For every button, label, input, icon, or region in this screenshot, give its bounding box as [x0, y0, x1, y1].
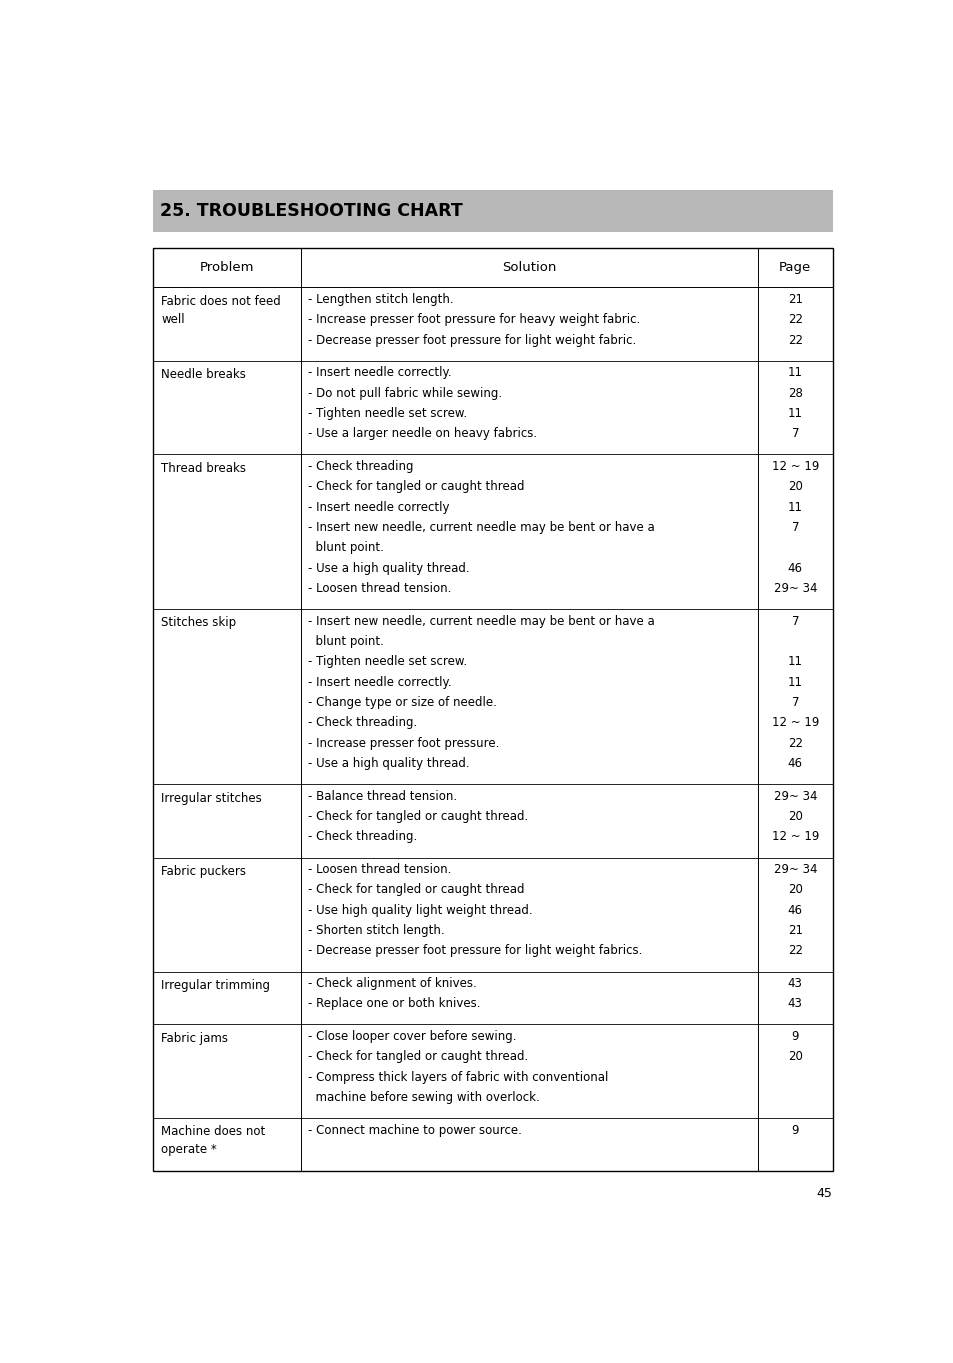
Text: - Insert needle correctly.: - Insert needle correctly.	[308, 676, 452, 688]
Text: - Change type or size of needle.: - Change type or size of needle.	[308, 696, 497, 709]
Text: - Decrease presser foot pressure for light weight fabrics.: - Decrease presser foot pressure for lig…	[308, 945, 642, 957]
Text: - Check threading.: - Check threading.	[308, 830, 417, 844]
Text: 20: 20	[787, 480, 801, 493]
Text: 22: 22	[787, 945, 802, 957]
Text: 7: 7	[791, 615, 799, 627]
Text: blunt point.: blunt point.	[308, 541, 384, 555]
Bar	[152, 248, 832, 1171]
Text: 29~ 34: 29~ 34	[773, 863, 816, 876]
Text: blunt point.: blunt point.	[308, 635, 384, 647]
Text: - Do not pull fabric while sewing.: - Do not pull fabric while sewing.	[308, 387, 502, 399]
Text: - Decrease presser foot pressure for light weight fabric.: - Decrease presser foot pressure for lig…	[308, 334, 636, 346]
Text: 22: 22	[787, 737, 802, 750]
Text: - Increase presser foot pressure.: - Increase presser foot pressure.	[308, 737, 499, 750]
Text: - Close looper cover before sewing.: - Close looper cover before sewing.	[308, 1030, 517, 1043]
Text: 11: 11	[787, 676, 802, 688]
Text: 11: 11	[787, 500, 802, 514]
Text: 12 ~ 19: 12 ~ 19	[771, 717, 818, 729]
Text: - Loosen thread tension.: - Loosen thread tension.	[308, 582, 451, 596]
Text: 7: 7	[791, 427, 799, 440]
Text: - Check threading.: - Check threading.	[308, 717, 417, 729]
Text: 7: 7	[791, 521, 799, 534]
Text: - Shorten stitch length.: - Shorten stitch length.	[308, 924, 444, 938]
Text: 22: 22	[787, 334, 802, 346]
Text: - Increase presser foot pressure for heavy weight fabric.: - Increase presser foot pressure for hea…	[308, 313, 639, 326]
Text: 46: 46	[787, 904, 802, 917]
Text: - Tighten needle set screw.: - Tighten needle set screw.	[308, 408, 467, 420]
Text: Problem: Problem	[199, 260, 253, 274]
Text: Stitches skip: Stitches skip	[161, 616, 236, 630]
Text: 29~ 34: 29~ 34	[773, 582, 816, 596]
Text: - Insert new needle, current needle may be bent or have a: - Insert new needle, current needle may …	[308, 615, 655, 627]
Text: 29~ 34: 29~ 34	[773, 789, 816, 803]
Text: 25. TROUBLESHOOTING CHART: 25. TROUBLESHOOTING CHART	[160, 202, 462, 219]
Text: Fabric puckers: Fabric puckers	[161, 866, 246, 878]
Text: - Check alignment of knives.: - Check alignment of knives.	[308, 977, 476, 990]
Text: 9: 9	[791, 1123, 799, 1137]
Text: - Check for tangled or caught thread: - Check for tangled or caught thread	[308, 480, 524, 493]
Text: - Check for tangled or caught thread.: - Check for tangled or caught thread.	[308, 810, 528, 823]
Text: 43: 43	[787, 977, 801, 990]
Text: Thread breaks: Thread breaks	[161, 462, 246, 474]
Text: - Connect machine to power source.: - Connect machine to power source.	[308, 1123, 521, 1137]
Text: 11: 11	[787, 656, 802, 668]
Text: - Tighten needle set screw.: - Tighten needle set screw.	[308, 656, 467, 668]
Text: - Check for tangled or caught thread.: - Check for tangled or caught thread.	[308, 1051, 528, 1063]
Text: Machine does not
operate *: Machine does not operate *	[161, 1126, 265, 1156]
Text: - Use a high quality thread.: - Use a high quality thread.	[308, 562, 469, 575]
Text: - Insert needle correctly.: - Insert needle correctly.	[308, 367, 452, 379]
Text: - Use a high quality thread.: - Use a high quality thread.	[308, 756, 469, 770]
Text: 28: 28	[787, 387, 801, 399]
Text: Solution: Solution	[501, 260, 556, 274]
Text: - Compress thick layers of fabric with conventional: - Compress thick layers of fabric with c…	[308, 1071, 608, 1084]
Text: - Insert needle correctly: - Insert needle correctly	[308, 500, 449, 514]
Text: Needle breaks: Needle breaks	[161, 368, 246, 382]
Text: 11: 11	[787, 408, 802, 420]
Text: 46: 46	[787, 756, 802, 770]
Text: - Check threading: - Check threading	[308, 459, 414, 473]
Text: 12 ~ 19: 12 ~ 19	[771, 830, 818, 844]
Text: 21: 21	[787, 293, 802, 305]
Text: 20: 20	[787, 810, 801, 823]
Text: - Use high quality light weight thread.: - Use high quality light weight thread.	[308, 904, 533, 917]
Text: Fabric jams: Fabric jams	[161, 1032, 228, 1045]
Text: Irregular stitches: Irregular stitches	[161, 792, 262, 804]
Text: 12 ~ 19: 12 ~ 19	[771, 459, 818, 473]
Bar	[152, 189, 832, 232]
Text: machine before sewing with overlock.: machine before sewing with overlock.	[308, 1090, 539, 1104]
Text: 9: 9	[791, 1030, 799, 1043]
Text: - Check for tangled or caught thread: - Check for tangled or caught thread	[308, 883, 524, 897]
Text: Irregular trimming: Irregular trimming	[161, 979, 270, 992]
Text: 21: 21	[787, 924, 802, 938]
Text: 43: 43	[787, 998, 801, 1010]
Text: 20: 20	[787, 1051, 801, 1063]
Text: 20: 20	[787, 883, 801, 897]
Text: Fabric does not feed
well: Fabric does not feed well	[161, 294, 281, 326]
Text: 7: 7	[791, 696, 799, 709]
Text: 22: 22	[787, 313, 802, 326]
Text: - Lengthen stitch length.: - Lengthen stitch length.	[308, 293, 454, 305]
Text: Page: Page	[779, 260, 811, 274]
Text: - Balance thread tension.: - Balance thread tension.	[308, 789, 456, 803]
Text: - Insert new needle, current needle may be bent or have a: - Insert new needle, current needle may …	[308, 521, 655, 534]
Text: 45: 45	[816, 1187, 832, 1201]
Text: - Replace one or both knives.: - Replace one or both knives.	[308, 998, 480, 1010]
Text: 11: 11	[787, 367, 802, 379]
Text: 46: 46	[787, 562, 802, 575]
Text: - Use a larger needle on heavy fabrics.: - Use a larger needle on heavy fabrics.	[308, 427, 537, 440]
Text: - Loosen thread tension.: - Loosen thread tension.	[308, 863, 451, 876]
